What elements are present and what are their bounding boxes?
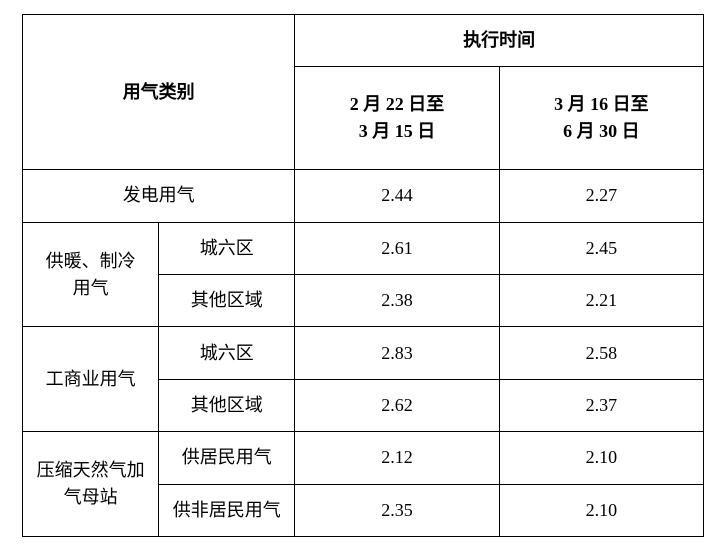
- cell-subcategory: 供非居民用气: [159, 484, 295, 536]
- header-period-2: 3 月 16 日至 6 月 30 日: [499, 67, 703, 170]
- cell-value: 2.12: [295, 432, 499, 484]
- cell-category: 供暖、制冷 用气: [23, 222, 159, 327]
- cell-value: 2.10: [499, 484, 703, 536]
- period2-line1: 3 月 16 日至: [554, 94, 649, 114]
- cat-line2: 气母站: [64, 487, 118, 507]
- cell-subcategory: 城六区: [159, 222, 295, 274]
- cat-line1: 压缩天然气加: [37, 460, 145, 480]
- cell-value: 2.62: [295, 379, 499, 431]
- cell-subcategory: 其他区域: [159, 379, 295, 431]
- period1-line1: 2 月 22 日至: [350, 94, 445, 114]
- cell-category: 压缩天然气加 气母站: [23, 432, 159, 537]
- cell-value: 2.58: [499, 327, 703, 379]
- cell-subcategory: 城六区: [159, 327, 295, 379]
- cell-category: 发电用气: [23, 170, 295, 222]
- cell-value: 2.44: [295, 170, 499, 222]
- cell-value: 2.61: [295, 222, 499, 274]
- table-row: 工商业用气 城六区 2.83 2.58: [23, 327, 704, 379]
- table-row: 供暖、制冷 用气 城六区 2.61 2.45: [23, 222, 704, 274]
- cell-value: 2.35: [295, 484, 499, 536]
- period1-line2: 3 月 15 日: [359, 121, 436, 141]
- cell-subcategory: 供居民用气: [159, 432, 295, 484]
- cell-value: 2.38: [295, 275, 499, 327]
- header-period-1: 2 月 22 日至 3 月 15 日: [295, 67, 499, 170]
- header-period-group: 执行时间: [295, 15, 704, 67]
- cell-value: 2.83: [295, 327, 499, 379]
- table-row: 压缩天然气加 气母站 供居民用气 2.12 2.10: [23, 432, 704, 484]
- cell-value: 2.27: [499, 170, 703, 222]
- header-row-1: 用气类别 执行时间: [23, 15, 704, 67]
- gas-price-table: 用气类别 执行时间 2 月 22 日至 3 月 15 日 3 月 16 日至 6…: [22, 14, 704, 537]
- table-container: 用气类别 执行时间 2 月 22 日至 3 月 15 日 3 月 16 日至 6…: [0, 0, 726, 551]
- cell-value: 2.45: [499, 222, 703, 274]
- cell-subcategory: 其他区域: [159, 275, 295, 327]
- cat-line2: 用气: [73, 278, 109, 298]
- table-row: 发电用气 2.44 2.27: [23, 170, 704, 222]
- cell-value: 2.37: [499, 379, 703, 431]
- cat-line1: 供暖、制冷: [46, 251, 136, 271]
- period2-line2: 6 月 30 日: [563, 121, 640, 141]
- cell-value: 2.10: [499, 432, 703, 484]
- header-category: 用气类别: [23, 15, 295, 170]
- cell-category: 工商业用气: [23, 327, 159, 432]
- cell-value: 2.21: [499, 275, 703, 327]
